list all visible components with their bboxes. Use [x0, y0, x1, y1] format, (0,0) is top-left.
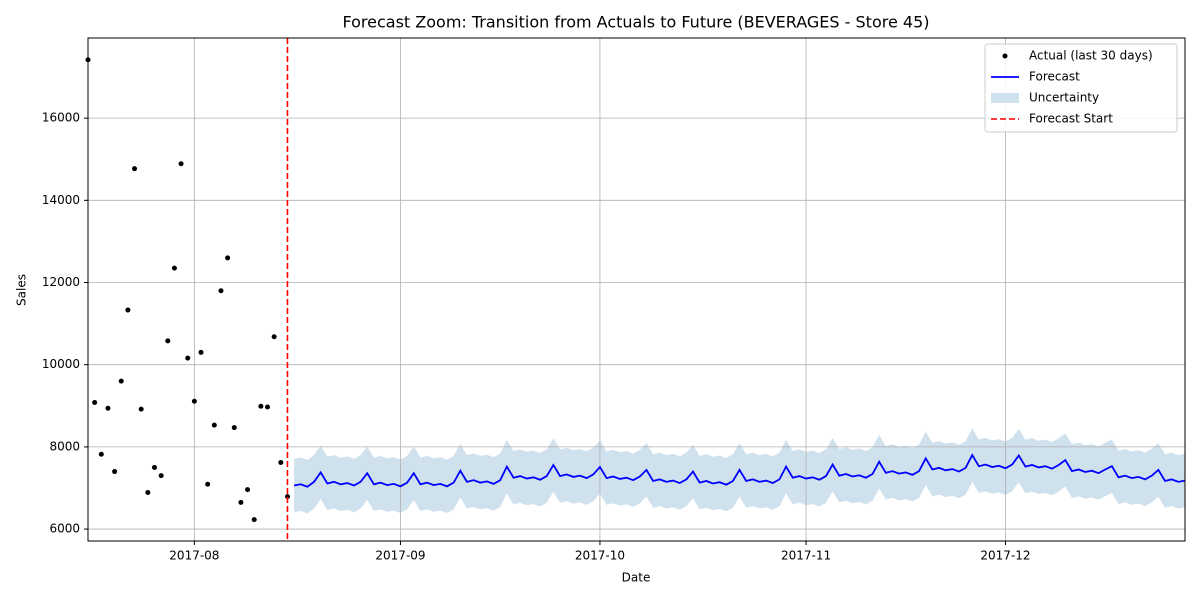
- actual-point: [205, 481, 211, 487]
- axes-frame: [87, 37, 1186, 542]
- x-tick-label: 2017-12: [980, 549, 1030, 563]
- legend: Actual (last 30 days) Forecast Uncertainty…: [984, 43, 1178, 133]
- actual-point: [112, 469, 118, 475]
- actual-point: [245, 487, 251, 493]
- legend-box: [984, 43, 1178, 133]
- actual-point: [251, 517, 257, 523]
- x-tick-label: 2017-08: [169, 549, 219, 563]
- actual-point: [198, 349, 204, 355]
- y-tick-label: 14000: [42, 193, 80, 207]
- legend-label: Uncertainty: [1029, 91, 1099, 105]
- actual-point: [271, 334, 277, 340]
- actual-point: [218, 288, 224, 294]
- actual-point: [132, 166, 138, 172]
- y-axis-label: Sales: [15, 274, 29, 306]
- actual-point: [138, 406, 144, 412]
- x-tick-label: 2017-10: [575, 549, 625, 563]
- actual-point: [125, 307, 131, 313]
- y-tick-label: 16000: [42, 111, 80, 125]
- legend-marker: [1002, 53, 1008, 59]
- actual-point: [145, 490, 151, 496]
- y-tick-label: 12000: [42, 275, 80, 289]
- actual-point: [278, 460, 284, 466]
- actual-point: [265, 404, 271, 410]
- actual-point: [92, 400, 98, 406]
- chart-title: Forecast Zoom: Transition from Actuals t…: [342, 13, 929, 32]
- actual-point: [171, 265, 177, 271]
- actual-point: [98, 451, 104, 457]
- actual-point: [231, 425, 237, 431]
- forecast-line: [293, 453, 1185, 488]
- y-tick-label: 10000: [42, 357, 80, 371]
- y-tick-label: 6000: [49, 522, 80, 536]
- actual-point: [225, 255, 231, 261]
- y-tick-label: 8000: [49, 439, 80, 453]
- actual-point: [165, 338, 171, 344]
- actual-point: [258, 403, 264, 409]
- actual-point: [211, 422, 217, 428]
- actual-point: [185, 355, 191, 361]
- actual-point: [284, 494, 290, 500]
- x-tick-label: 2017-09: [375, 549, 425, 563]
- actual-point: [178, 161, 184, 167]
- legend-label: Forecast Start: [1029, 112, 1113, 126]
- actual-point: [191, 398, 197, 404]
- actual-point: [238, 499, 244, 505]
- x-tick-label: 2017-11: [781, 549, 831, 563]
- actual-point: [151, 464, 157, 470]
- actual-point: [118, 378, 124, 384]
- x-axis-label: Date: [622, 571, 651, 585]
- legend-label: Actual (last 30 days): [1029, 49, 1153, 63]
- legend-marker: [991, 93, 1019, 103]
- legend-label: Forecast: [1029, 70, 1080, 84]
- actual-point: [105, 405, 111, 411]
- actual-point: [158, 473, 164, 479]
